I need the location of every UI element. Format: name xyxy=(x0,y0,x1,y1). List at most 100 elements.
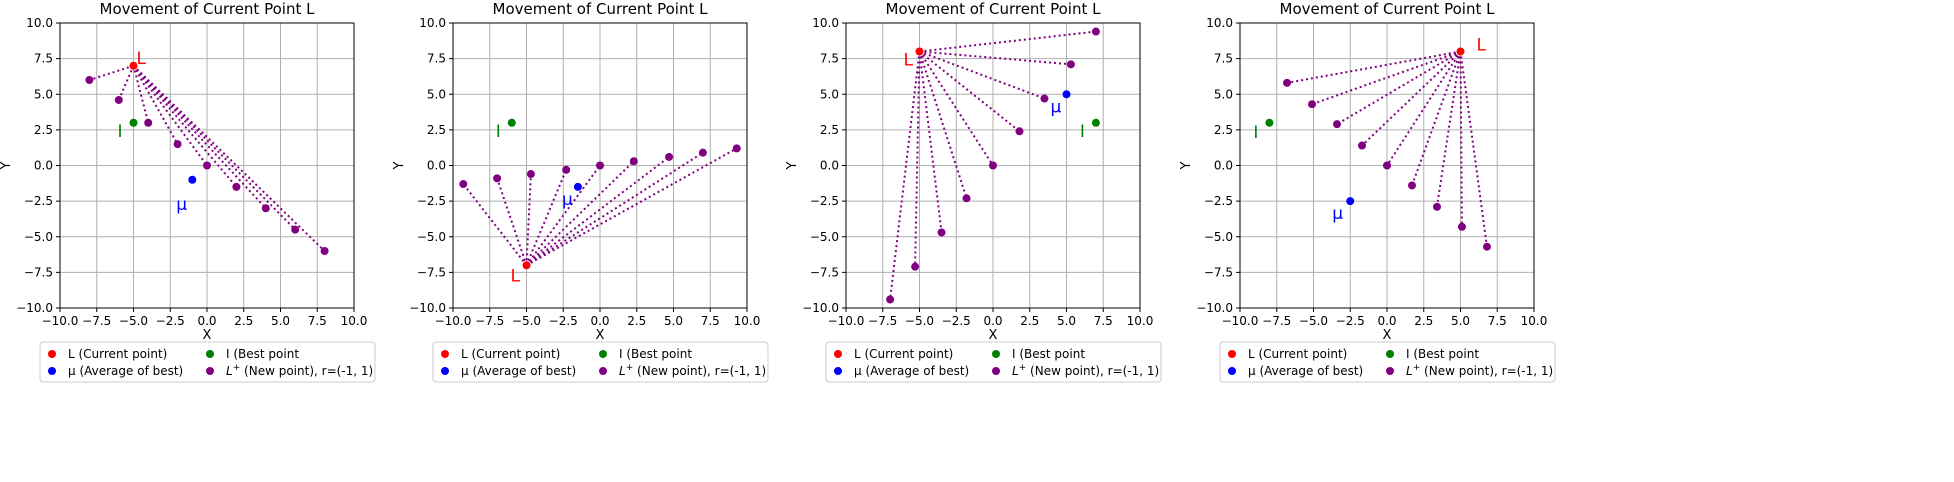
x-tick-label: 7.5 xyxy=(308,314,327,328)
new-point-marker xyxy=(1066,60,1075,69)
new-point-marker xyxy=(320,247,329,255)
legend-marker-average xyxy=(1228,367,1236,375)
y-tick-label: −5.0 xyxy=(1204,230,1233,244)
new-point-marker xyxy=(1358,141,1367,150)
chart-title: Movement of Current Point L xyxy=(1280,0,1496,18)
best-point-label: I xyxy=(496,122,501,142)
new-point-marker xyxy=(962,194,971,203)
x-tick-label: −10.0 xyxy=(1222,314,1259,328)
movement-line xyxy=(89,64,134,81)
new-point-marker xyxy=(911,262,920,271)
current-point-marker xyxy=(1456,47,1465,56)
plot-frame xyxy=(59,22,355,309)
y-tick-label: 0.0 xyxy=(427,159,446,173)
legend-frame xyxy=(1219,341,1556,383)
y-tick-label: −10.0 xyxy=(1196,301,1233,315)
best-point-label: I xyxy=(118,122,123,142)
x-tick-label: −5.0 xyxy=(1299,314,1328,328)
movement-line xyxy=(1311,50,1461,106)
movement-line xyxy=(525,160,635,266)
y-tick-label: 0.0 xyxy=(34,159,53,173)
new-point-marker xyxy=(173,140,182,149)
chart-title: Movement of Current Point L xyxy=(100,0,316,18)
legend-marker-average xyxy=(441,367,449,375)
legend-label-average: μ (Average of best) xyxy=(854,364,969,378)
movement-line xyxy=(132,65,267,209)
y-tick-label: −5.0 xyxy=(24,230,53,244)
average-point-marker xyxy=(1346,197,1355,206)
x-axis-label: X xyxy=(989,328,998,343)
x-tick-label: 0.0 xyxy=(590,314,609,328)
x-axis-label: X xyxy=(1383,328,1392,343)
x-tick-label: 5.0 xyxy=(1057,314,1076,328)
y-tick-label: 7.5 xyxy=(820,52,839,66)
legend-marker-current xyxy=(1228,350,1236,358)
legend-label-best: I (Best point xyxy=(619,347,692,361)
new-point-marker xyxy=(1407,181,1416,190)
new-point-marker xyxy=(459,180,468,189)
legend-marker-average xyxy=(834,367,842,375)
movement-line xyxy=(1336,50,1462,126)
legend-marker-best xyxy=(992,350,1000,358)
legend-label-new: L+ (New point), r=(-1, 1) xyxy=(1012,363,1159,378)
x-tick-label: −7.5 xyxy=(1262,314,1291,328)
legend-label-best: I (Best point xyxy=(1012,347,1085,361)
current-point-marker xyxy=(915,47,924,56)
chart-panel-4: −10.0 −7.5 −5.0 −2.5 0.0 2.5 5.0 7.5 10.0−10.0−7… xyxy=(1179,0,1556,383)
y-tick-label: −10.0 xyxy=(802,301,839,315)
y-tick-label: 7.5 xyxy=(1214,52,1233,66)
chart-panel-1: −10.0 −7.5 −5.0 −2.5 0.0 2.5 5.0 7.5 10.0−10.0−7… xyxy=(0,0,376,383)
movement-line xyxy=(525,169,568,266)
x-tick-label: 7.5 xyxy=(1488,314,1507,328)
new-point-marker xyxy=(1333,120,1342,129)
new-point-marker xyxy=(261,204,270,213)
new-point-marker xyxy=(1482,242,1491,251)
legend-label-current: L (Current point) xyxy=(461,347,560,361)
chart-panel-3: −10.0 −7.5 −5.0 −2.5 0.0 2.5 5.0 7.5 10.0−10.0−7… xyxy=(785,0,1162,383)
average-point-marker xyxy=(573,182,582,191)
y-tick-label: 7.5 xyxy=(34,52,53,66)
movement-line xyxy=(525,174,532,266)
legend-marker-current xyxy=(834,350,842,358)
y-tick-label: −10.0 xyxy=(16,301,53,315)
plot-frame xyxy=(452,22,748,309)
average-point-marker xyxy=(1062,90,1071,99)
y-tick-label: 5.0 xyxy=(820,87,839,101)
x-axis-label: X xyxy=(203,328,212,343)
x-tick-label: −5.0 xyxy=(512,314,541,328)
current-point-label: L xyxy=(137,49,147,69)
y-tick-label: 2.5 xyxy=(1214,123,1233,137)
x-tick-label: 0.0 xyxy=(983,314,1002,328)
x-tick-label: 2.5 xyxy=(1414,314,1433,328)
y-axis-label: Y xyxy=(392,161,407,170)
x-axis-label: X xyxy=(596,328,605,343)
legend-marker-current xyxy=(48,350,56,358)
y-tick-label: 7.5 xyxy=(427,52,446,66)
current-point-marker xyxy=(522,261,531,270)
y-tick-label: −7.5 xyxy=(810,265,839,279)
x-tick-label: −10.0 xyxy=(435,314,472,328)
average-point-marker xyxy=(188,175,197,184)
y-tick-label: −7.5 xyxy=(1204,265,1233,279)
movement-line xyxy=(462,183,528,266)
legend-marker-best xyxy=(599,350,607,358)
new-point-marker xyxy=(562,165,571,174)
x-tick-label: −2.5 xyxy=(942,314,971,328)
x-tick-label: 0.0 xyxy=(197,314,216,328)
y-tick-label: 0.0 xyxy=(820,159,839,173)
movement-line xyxy=(132,65,179,145)
y-tick-label: −7.5 xyxy=(417,265,446,279)
legend-label-best: I (Best point xyxy=(1406,347,1479,361)
plot-frame xyxy=(845,22,1141,309)
movement-line xyxy=(525,151,704,267)
x-tick-label: 10.0 xyxy=(1521,314,1548,328)
movement-line xyxy=(525,156,670,267)
legend-label-new: L+ (New point), r=(-1, 1) xyxy=(619,363,766,378)
movement-line xyxy=(1411,51,1462,186)
chart-title: Movement of Current Point L xyxy=(886,0,1102,18)
x-tick-label: 7.5 xyxy=(1094,314,1113,328)
plot-frame xyxy=(1239,22,1535,309)
x-tick-label: 10.0 xyxy=(341,314,368,328)
movement-line xyxy=(1286,50,1461,84)
movement-line xyxy=(525,164,601,266)
